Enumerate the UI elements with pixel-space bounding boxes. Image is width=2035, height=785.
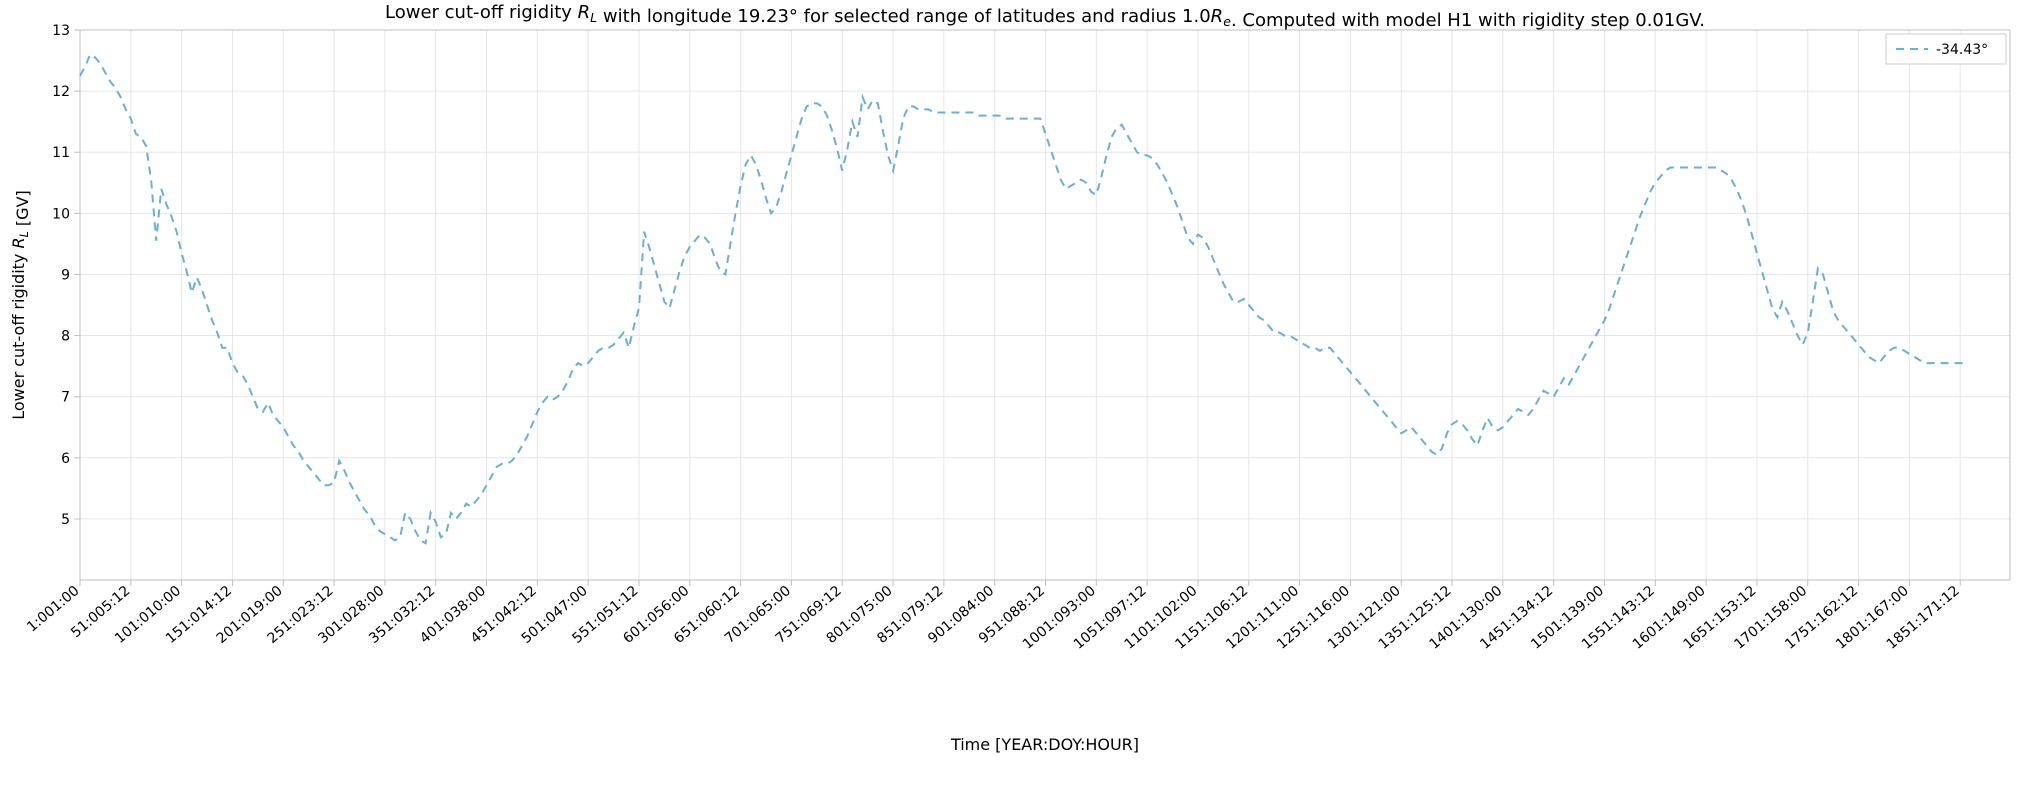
y-tick-label: 12 xyxy=(52,84,70,100)
y-tick-label: 5 xyxy=(61,512,70,528)
y-tick-label: 8 xyxy=(61,329,70,345)
y-tick-label: 6 xyxy=(61,451,70,467)
x-axis-label: Time [YEAR:DOY:HOUR] xyxy=(950,735,1139,754)
y-tick-label: 11 xyxy=(52,145,70,161)
chart-container: 56789101112131:001:0051:005:12101:010:00… xyxy=(0,0,2035,785)
legend-label: -34.43° xyxy=(1936,42,1988,58)
y-tick-label: 9 xyxy=(61,267,70,283)
chart-svg: 56789101112131:001:0051:005:12101:010:00… xyxy=(0,0,2035,785)
y-tick-label: 13 xyxy=(52,23,70,39)
y-tick-label: 10 xyxy=(52,206,70,222)
y-tick-label: 7 xyxy=(61,390,70,406)
